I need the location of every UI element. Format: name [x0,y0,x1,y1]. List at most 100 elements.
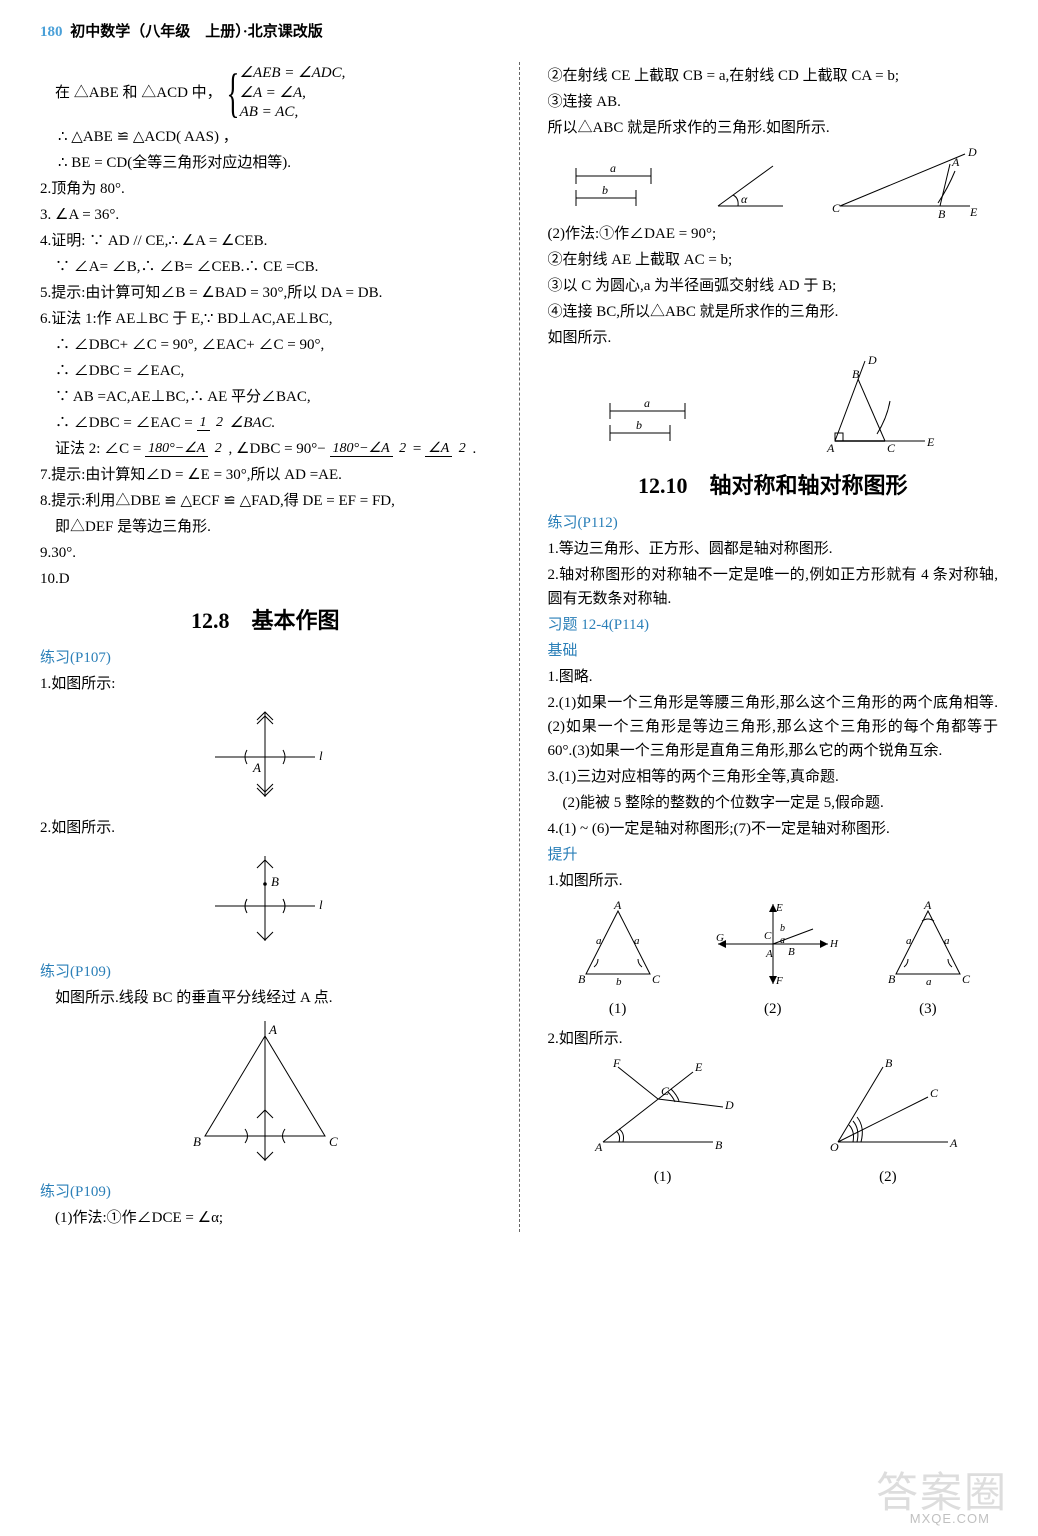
denominator: 2 [212,441,225,456]
body-line: 1.等边三角形、正方形、圆都是轴对称图形. [548,537,999,561]
svg-text:A: A [613,898,622,912]
svg-text:F: F [775,975,783,987]
segments-ab2-icon: a b [600,386,700,456]
figure-label: (2) [708,997,838,1021]
svg-text:A: A [765,948,773,960]
body-line: 4.证明: ∵ AD // CE,∴ ∠A = ∠CEB. [40,229,491,253]
svg-text:b: b [780,923,785,934]
xiti-124: 习题 12-4(P114) [548,613,999,637]
figure-2: E F G H C A B b a (2) [708,899,838,1021]
svg-text:a: a [644,396,650,410]
body-line: 7.提示:由计算知∠D = ∠E = 30°,所以 AD =AE. [40,463,491,487]
jichu-heading: 基础 [548,639,999,663]
svg-text:C: C [962,972,971,986]
text: = [413,441,425,457]
svg-text:a: a [906,935,912,947]
numerator: 1 [197,415,210,431]
svg-text:a: a [944,935,950,947]
svg-text:C: C [930,1086,939,1100]
svg-text:C: C [652,972,661,986]
body-line: ②在射线 AE 上截取 AC = b; [548,248,999,272]
text: 在 △ABE 和 △ACD 中， [40,81,222,105]
frac-line-2: 证法 2: ∠C = 180°−∠A 2 , ∠DBC = 90°− 180°−… [40,437,491,461]
body-line: 3.(1)三边对应相等的两个三角形全等,真命题. [548,765,999,789]
text: , ∠DBC = 90°− [229,441,330,457]
body-line: 2.轴对称图形的对称轴不一定是唯一的,例如正方形就有 4 条对称轴,圆有无数条对… [548,563,999,611]
figure-angle-2: O A B C (2) [813,1057,963,1189]
fraction: 1 2 [197,415,227,430]
body-line: ④连接 BC,所以△ABC 就是所求作的三角形. [548,300,999,324]
svg-text:B: B [193,1134,201,1149]
svg-text:α: α [741,192,748,206]
lianxi-p107: 练习(P107) [40,646,491,670]
svg-text:B: B [788,946,795,958]
svg-text:B: B [852,367,860,381]
svg-text:H: H [829,938,839,950]
fraction: ∠A 2 [425,441,469,456]
ts-item-1: 1.如图所示. [548,869,999,893]
svg-text:E: E [969,205,978,219]
section-title-128: 12.8 基本作图 [40,603,491,638]
figure-angle-1: A B C E D F (1) [583,1057,743,1189]
svg-text:B: B [715,1138,723,1152]
svg-text:A: A [594,1140,603,1154]
numerator: ∠A [425,441,452,457]
svg-text:D: D [967,145,977,159]
lianxi-p109a: 练习(P109) [40,960,491,984]
svg-text:B: B [888,972,896,986]
figure-label: (3) [878,997,978,1021]
page-header: 180 初中数学（八年级 上册）·北京课改版 [40,20,998,44]
figure-label: (1) [568,997,668,1021]
body-line: ∵ AB =AC,AE⊥BC,∴ AE 平分∠BAC, [40,385,491,409]
svg-text:B: B [885,1056,893,1070]
brace-icon: { [226,68,239,118]
watermark-small: MXQE.COM [910,1509,990,1530]
triangle-construction-icon: C B E A D [830,146,980,216]
text: 证法 2: ∠C = [40,441,145,457]
lianxi-p112: 练习(P112) [548,511,999,535]
svg-text:a: a [596,935,602,947]
figure-perp-line-2: B l [40,846,491,954]
figure-perp-line-1: A l [40,702,491,810]
svg-text:A: A [949,1136,958,1150]
svg-text:A: A [826,441,835,455]
figure-row-construction-2: a b A C E B D [548,356,999,456]
body-line: 2.顶角为 80°. [40,177,491,201]
fraction: 180°−∠A 2 [330,441,410,456]
svg-text:b: b [616,976,622,988]
brace-row: ∠AEB = ∠ADC, [240,65,346,81]
body-line: ∴ △ABE ≌ △ACD( AAS) ， [40,125,491,149]
page-title: 初中数学（八年级 上册）·北京课改版 [70,24,323,40]
body-line: ②在射线 CE 上截取 CB = a,在射线 CD 上截取 CA = b; [548,64,999,88]
svg-text:C: C [764,930,772,942]
body-line: ∴ ∠DBC = ∠EAC, [40,359,491,383]
text: ∴ ∠DBC = ∠EAC = [40,415,197,431]
svg-text:l: l [319,748,323,763]
body-line: 5.提示:由计算可知∠B = ∠BAD = 30°,所以 DA = DB. [40,281,491,305]
figure-row-angles: A B C E D F (1) O A [548,1057,999,1189]
svg-text:a: a [610,161,616,175]
body-line: 9.30°. [40,541,491,565]
svg-text:B: B [578,972,586,986]
numerator: 180°−∠A [145,441,208,457]
text: ∠BAC. [230,415,276,431]
svg-text:C: C [887,441,896,455]
p107-item-1: 1.如图所示: [40,672,491,696]
two-column-layout: 在 △ABE 和 △ACD 中， { ∠AEB = ∠ADC, ∠A = ∠A,… [40,62,998,1232]
frac-line-1: ∴ ∠DBC = ∠EAC = 1 2 ∠BAC. [40,411,491,435]
svg-text:C: C [832,201,841,215]
brace-row: ∠A = ∠A, [240,85,306,101]
svg-text:B: B [938,207,946,221]
proof-brace-line: 在 △ABE 和 △ACD 中， { ∠AEB = ∠ADC, ∠A = ∠A,… [40,64,491,123]
body-line: 1.图略. [548,665,999,689]
angle-alpha-icon: α [703,156,793,216]
denominator: 2 [396,441,409,456]
text: . [473,441,477,457]
body-line: 所以△ABC 就是所求作的三角形.如图所示. [548,116,999,140]
svg-text:C: C [661,1084,670,1098]
body-line: 2.(1)如果一个三角形是等腰三角形,那么这个三角形的两个底角相等.(2)如果一… [548,691,999,763]
svg-text:a: a [926,976,932,988]
p109b-text: (1)作法:①作∠DCE = ∠α; [40,1206,491,1230]
body-line: 即△DEF 是等边三角形. [40,515,491,539]
svg-text:F: F [612,1056,621,1070]
